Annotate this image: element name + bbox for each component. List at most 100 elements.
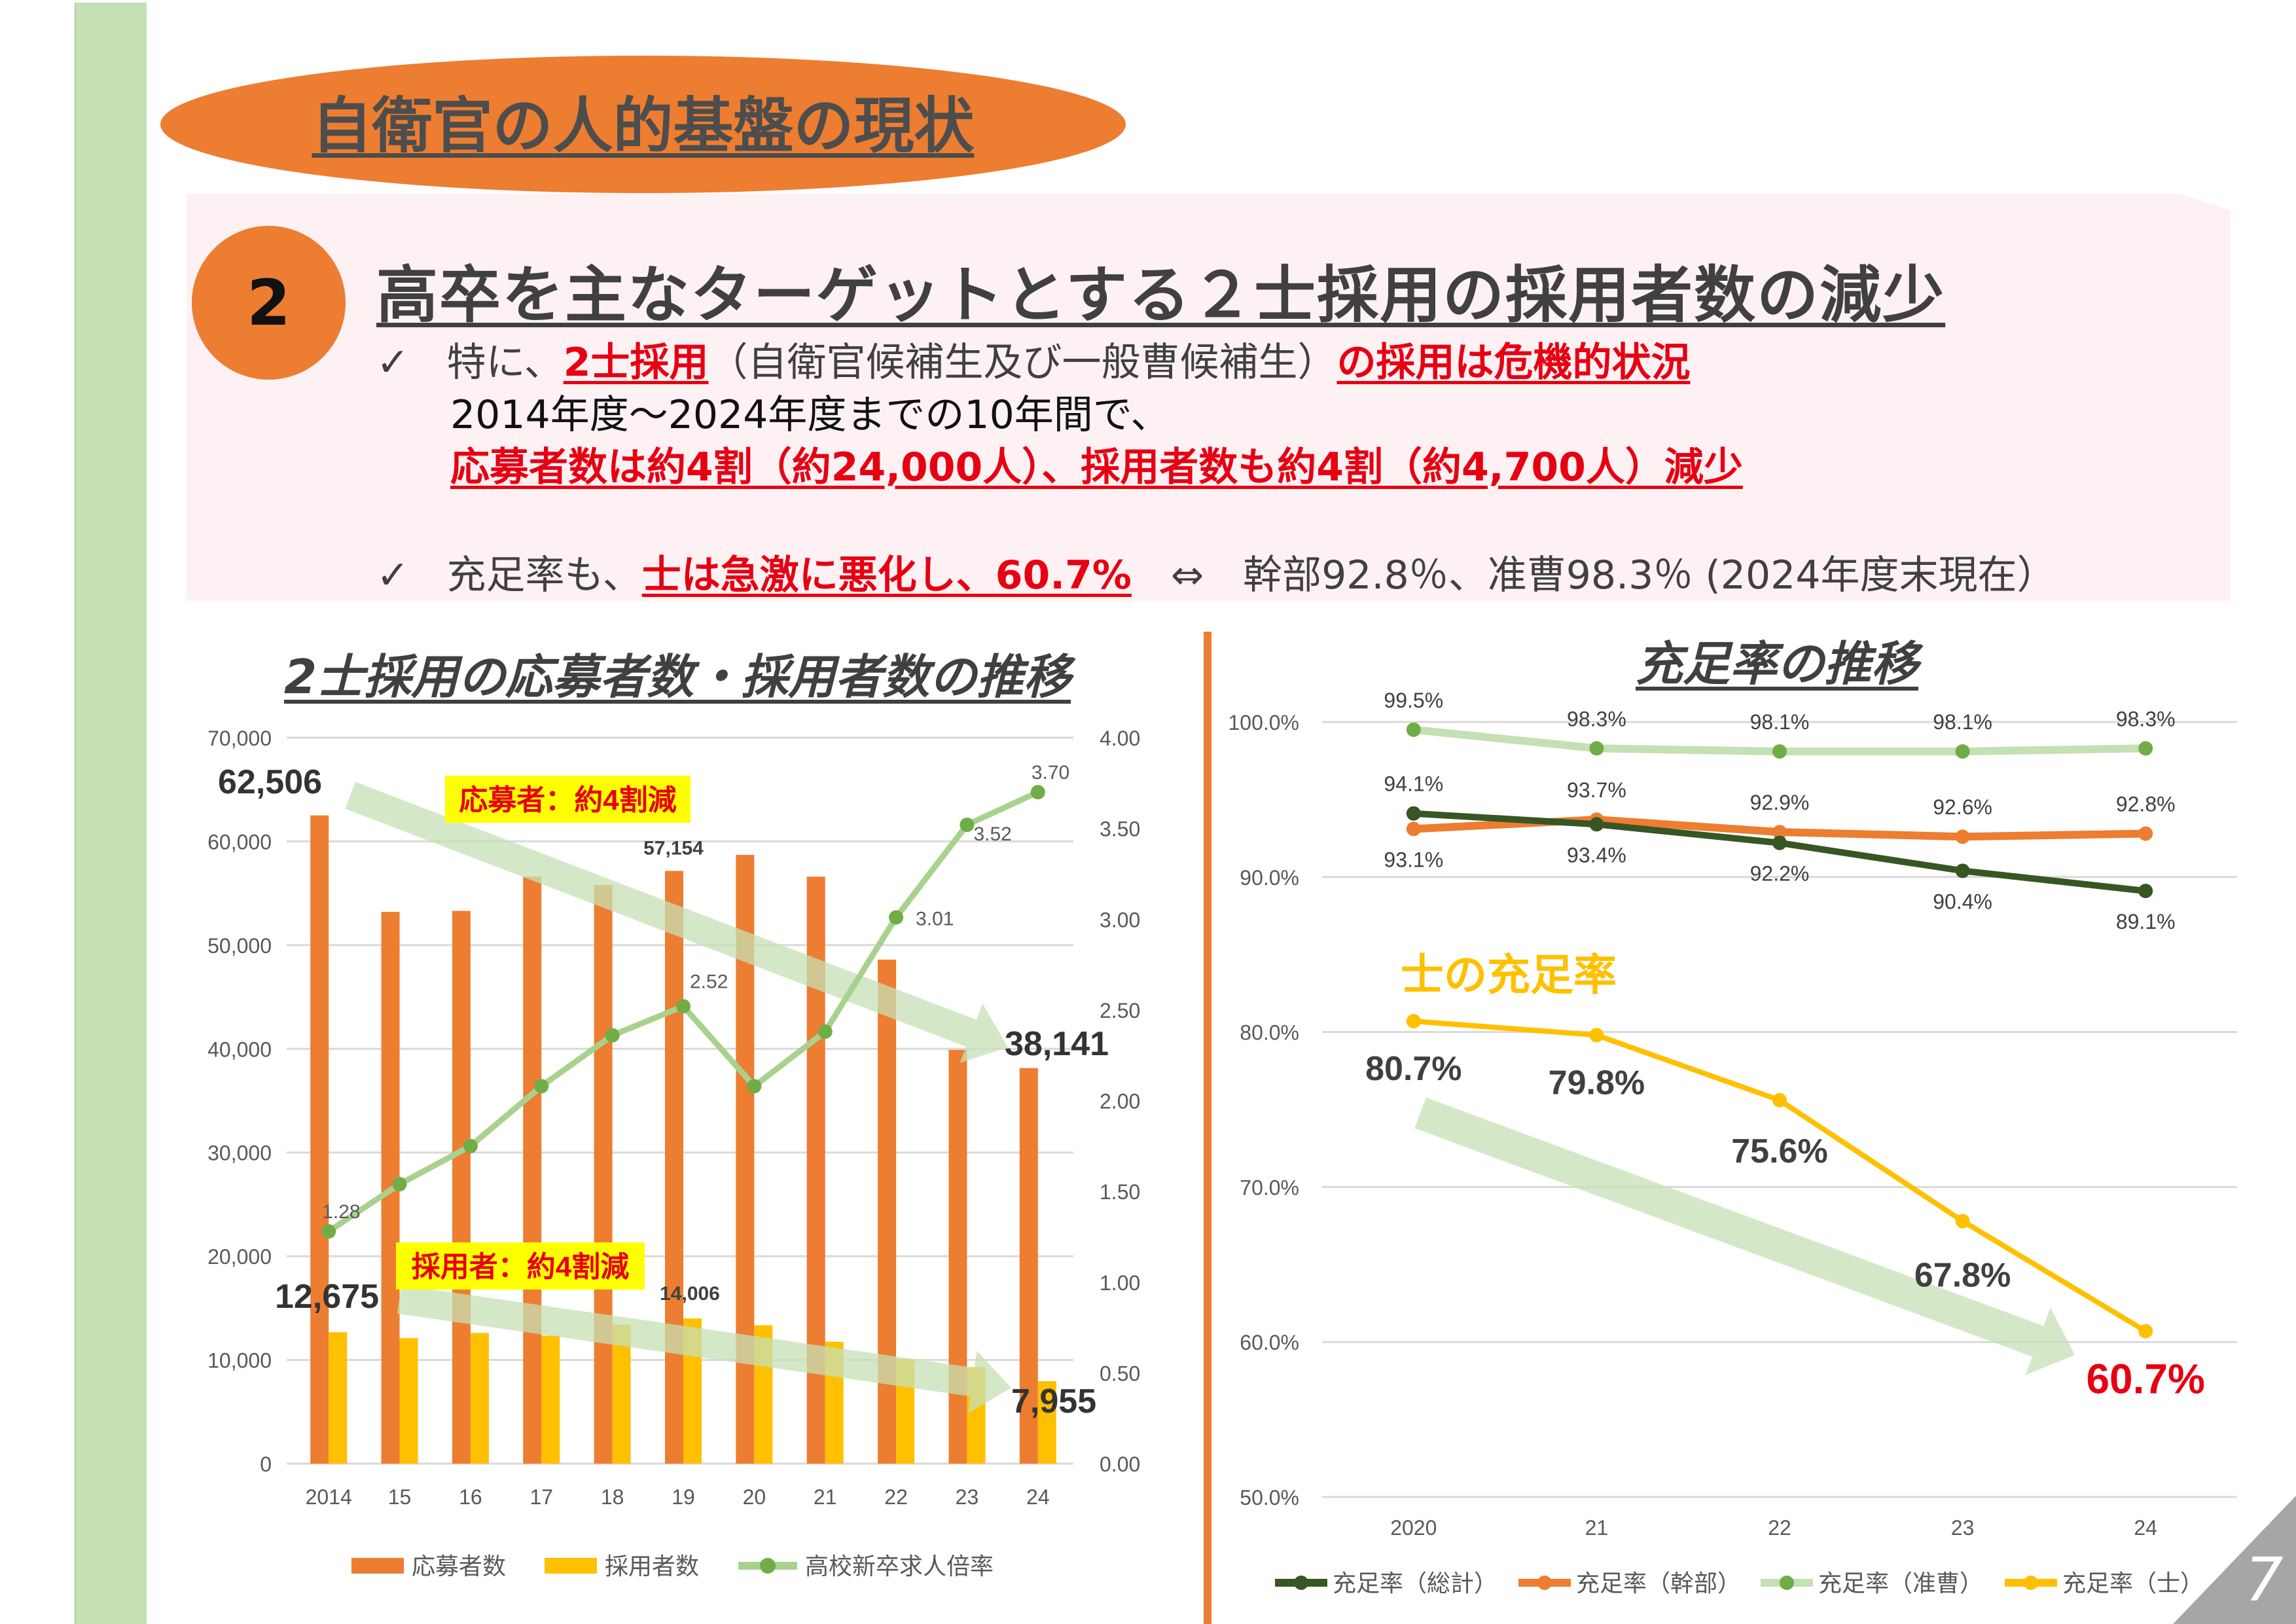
- bullet-1-line-3: 応募者数は約4割（約24,000人）、採用者数も約4割（約4,700人）減少: [450, 435, 1743, 492]
- marker-job-ratio: [321, 1224, 336, 1239]
- legend-marker: [1294, 1576, 1308, 1590]
- data-label-幹部: 93.7%: [1567, 778, 1626, 802]
- line-data-label: 3.70: [1031, 762, 1069, 784]
- marker-job-ratio: [463, 1138, 478, 1153]
- right-axis-tick: 0.00: [1100, 1453, 1140, 1476]
- data-label-幹部: 93.1%: [1384, 848, 1443, 871]
- marker-job-ratio: [1030, 785, 1045, 800]
- line-data-label: 1.28: [322, 1201, 360, 1223]
- bullet-highlight: 士は急激に悪化し、60.7%: [641, 552, 1132, 598]
- data-label-総計: 90.4%: [1933, 890, 1992, 913]
- fill-rate-label-shi: 75.6%: [1731, 1132, 1827, 1170]
- left-chart-title-text: 2士採用の応募者数・採用者数の推移: [283, 649, 1071, 704]
- legend-label: 充足率（総計）: [1333, 1570, 1498, 1597]
- marker-士: [2138, 1324, 2153, 1339]
- marker-job-ratio: [392, 1177, 407, 1192]
- check-icon: ✓: [376, 552, 410, 598]
- x-axis-tick: 21: [1585, 1516, 1609, 1540]
- data-label-総計: 89.1%: [2116, 910, 2176, 933]
- line-data-label: 2.52: [690, 971, 728, 992]
- bar-applicants: [310, 815, 329, 1464]
- annotation-text: 士の充足率: [1401, 950, 1617, 999]
- bar-applicants: [878, 960, 897, 1464]
- left-axis-tick: 50,000: [207, 934, 272, 958]
- right-chart: 50.0% 60.0% 70.0% 80.0% 90.0% 100.0% 2020 21 22 2…: [1228, 689, 2237, 1597]
- marker-job-ratio: [960, 818, 975, 833]
- marker-総計: [1955, 863, 1970, 878]
- summary-panel: [187, 194, 2231, 601]
- marker-job-ratio: [889, 910, 904, 925]
- marker-士: [1589, 1028, 1604, 1043]
- bar-hires: [612, 1324, 631, 1464]
- marker-幹部: [1406, 821, 1421, 837]
- x-axis-tick: 22: [884, 1485, 908, 1509]
- marker-士: [1406, 1014, 1421, 1029]
- legend-swatch: [351, 1558, 404, 1574]
- legend-marker: [760, 1558, 776, 1574]
- line-data-label: 3.52: [973, 823, 1011, 845]
- bullet-1-line-2: 2014年度～2024年度までの10年間で、: [450, 383, 1170, 440]
- legend-marker: [1537, 1576, 1552, 1590]
- bullet-highlight: の採用は危機的状況: [1336, 340, 1691, 386]
- highlight-label: 62,506: [218, 763, 322, 801]
- marker-job-ratio: [676, 999, 691, 1014]
- fill-rate-label-shi: 60.7%: [2086, 1356, 2204, 1403]
- marker-士: [1955, 1214, 1970, 1229]
- y-axis-tick: 70.0%: [1240, 1176, 1299, 1199]
- right-axis-tick: 2.50: [1100, 999, 1140, 1022]
- x-axis-tick: 18: [601, 1485, 624, 1509]
- page-number: 7: [2245, 1545, 2284, 1615]
- marker-総計: [1589, 817, 1604, 832]
- marker-准曹: [1772, 744, 1787, 759]
- y-axis-tick: 100.0%: [1228, 711, 1299, 734]
- x-axis-tick: 24: [2134, 1516, 2157, 1540]
- y-axis-tick: 90.0%: [1240, 866, 1299, 890]
- line-士: [1413, 1019, 2147, 1334]
- marker-幹部: [2138, 826, 2153, 841]
- y-axis-tick: 50.0%: [1240, 1486, 1299, 1509]
- x-axis-tick: 23: [1951, 1516, 1975, 1540]
- annotation-text: 応募者：約4割減: [459, 784, 676, 816]
- marker-准曹: [2138, 741, 2153, 756]
- y-axis-tick: 80.0%: [1240, 1021, 1299, 1045]
- right-chart-title-text: 充足率の推移: [1635, 636, 1918, 691]
- bullet-text: 充足率も、: [446, 552, 642, 598]
- data-label-幹部: 92.6%: [1933, 795, 1992, 819]
- left-axis-tick: 20,000: [207, 1245, 272, 1269]
- x-axis-tick: 2020: [1390, 1516, 1437, 1540]
- x-axis-tick: 2014: [306, 1485, 352, 1509]
- section-number: 2: [247, 266, 291, 340]
- data-label-准曹: 98.3%: [2116, 707, 2176, 731]
- highlight-label: 12,675: [275, 1278, 379, 1316]
- left-axis-tick: 0: [260, 1453, 272, 1476]
- bullet-highlight: 2士採用: [563, 340, 709, 386]
- right-axis-tick: 2.00: [1100, 1090, 1140, 1113]
- marker-job-ratio: [534, 1079, 549, 1094]
- annotation-text: 採用者：約4割減: [412, 1251, 629, 1283]
- left-axis-tick: 10,000: [207, 1349, 272, 1373]
- bar-hires: [470, 1333, 489, 1464]
- fill-rate-label-shi: 79.8%: [1549, 1064, 1645, 1102]
- data-label-総計: 93.4%: [1567, 843, 1626, 867]
- left-axis-tick: 60,000: [207, 830, 272, 854]
- right-axis-tick: 0.50: [1100, 1362, 1140, 1385]
- bullet-text: 2014年度～2024年度までの10年間で、: [450, 392, 1170, 438]
- bullet-text: （自衛官候補生及び一般曹候補生）: [708, 340, 1337, 386]
- left-axis-tick: 70,000: [207, 727, 272, 750]
- x-axis-tick: 21: [814, 1485, 837, 1509]
- highlight-label: 7,955: [1011, 1382, 1096, 1420]
- annotation-box: [445, 776, 691, 823]
- bullet-text: 特に、: [446, 340, 564, 386]
- bar-applicants: [594, 884, 613, 1464]
- right-axis-tick: 1.00: [1100, 1271, 1140, 1295]
- legend-swatch: [545, 1558, 597, 1574]
- bullet-highlight: 応募者数は約4割（約24,000人）、採用者数も約4割（約4,700人）減少: [450, 444, 1743, 490]
- marker-総計: [1406, 806, 1421, 821]
- right-axis-tick: 3.00: [1100, 908, 1140, 931]
- x-axis-tick: 15: [388, 1485, 412, 1509]
- right-axis-tick: 3.50: [1100, 818, 1140, 841]
- x-axis-tick: 20: [743, 1485, 766, 1509]
- left-axis-tick: 40,000: [207, 1038, 272, 1061]
- marker-准曹: [1955, 744, 1970, 759]
- right-chart-title: 充足率の推移: [1505, 625, 2049, 694]
